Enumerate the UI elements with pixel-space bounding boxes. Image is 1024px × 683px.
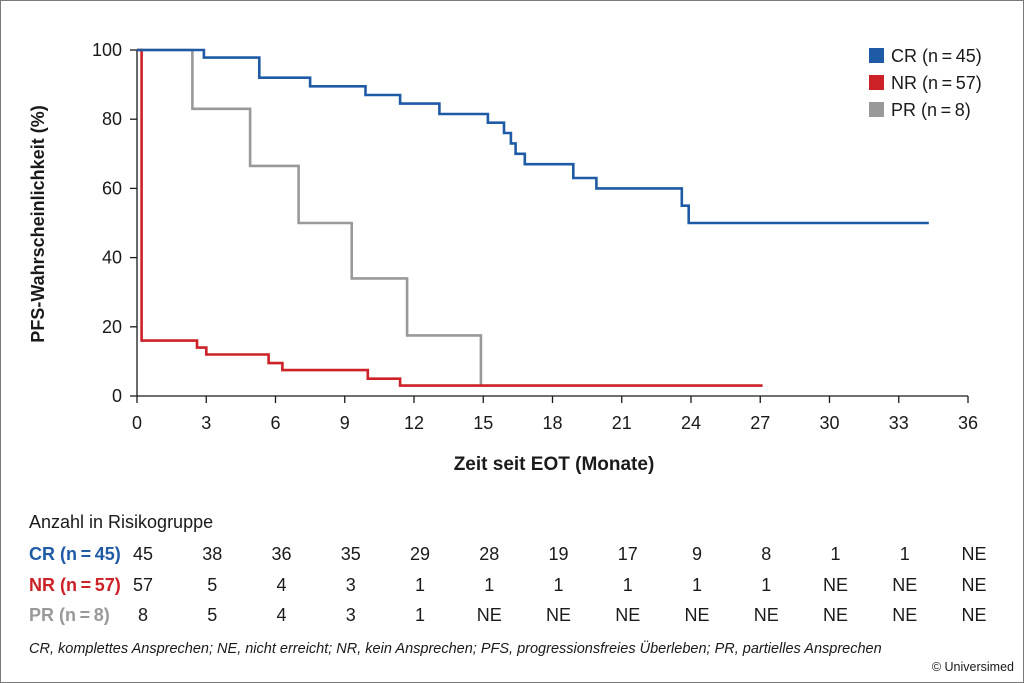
risk-cell: NE — [684, 605, 710, 625]
x-tick-label: 3 — [201, 413, 211, 433]
risk-cell: 36 — [271, 544, 292, 564]
risk-cell: 5 — [207, 605, 218, 625]
risk-cell: NE — [961, 575, 987, 595]
risk-cell: 5 — [207, 575, 218, 595]
y-tick-label: 20 — [102, 317, 122, 337]
x-tick-label: 0 — [132, 413, 142, 433]
copyright: © Universimed — [931, 660, 1014, 674]
y-tick-label: 60 — [102, 178, 122, 198]
legend-label-cr: CR (n = 45) — [891, 46, 982, 66]
x-tick-label: 36 — [958, 413, 978, 433]
x-tick-label: 15 — [473, 413, 493, 433]
risk-cell: 8 — [761, 544, 772, 564]
risk-cell: 35 — [340, 544, 361, 564]
legend: CR (n = 45) NR (n = 57) PR (n = 8) — [869, 46, 982, 120]
series-line-pr — [137, 48, 483, 386]
legend-swatch-nr — [869, 75, 884, 90]
legend-swatch-pr — [869, 102, 884, 117]
risk-cell: NE — [545, 605, 571, 625]
risk-cell: 45 — [132, 544, 154, 564]
risk-cell: 19 — [548, 544, 569, 564]
y-tick-label: 80 — [102, 109, 122, 129]
risk-cell: 1 — [414, 575, 425, 595]
risk-cell: 9 — [691, 544, 702, 564]
risk-row-label: NR (n = 57) — [29, 575, 121, 595]
risk-cell: 1 — [484, 575, 495, 595]
x-tick-label: 18 — [542, 413, 562, 433]
risk-cell: 4 — [276, 605, 287, 625]
x-tick-label: 21 — [612, 413, 632, 433]
y-tick-label: 100 — [92, 40, 122, 60]
risk-row-label: PR (n = 8) — [29, 605, 110, 625]
risk-cell: 1 — [414, 605, 425, 625]
risk-cell: NE — [822, 575, 848, 595]
risk-cell: 57 — [132, 575, 154, 595]
risk-cell: 28 — [479, 544, 500, 564]
x-axis-label: Zeit seit EOT (Monate) — [454, 454, 655, 475]
risk-cell: 1 — [691, 575, 702, 595]
risk-cell: NE — [961, 605, 987, 625]
risk-cell: NE — [753, 605, 779, 625]
series-line-nr — [137, 48, 763, 387]
risk-row-label: CR (n = 45) — [29, 544, 121, 564]
risk-cell: NE — [892, 575, 918, 595]
risk-row-pr: PR (n = 8) 8 5 4 3 1 NE NE NE NE NE NE NE NE — [0, 605, 1024, 631]
risk-cell: 3 — [345, 575, 356, 595]
y-tick-label: 0 — [112, 386, 122, 406]
risk-cell: 1 — [553, 575, 564, 595]
x-tick-label: 30 — [819, 413, 839, 433]
risk-cell: 29 — [409, 544, 431, 564]
x-tick-label: 12 — [404, 413, 424, 433]
x-tick-label: 24 — [681, 413, 701, 433]
y-axis-label: PFS-Wahrscheinlichkeit (%) — [28, 105, 48, 342]
risk-cell: 38 — [202, 544, 223, 564]
risk-cell: 17 — [617, 544, 638, 564]
y-tick-label: 40 — [102, 248, 122, 268]
risk-cell: 4 — [276, 575, 287, 595]
risk-cell: NE — [615, 605, 641, 625]
survival-curves — [137, 48, 929, 387]
x-tick-label: 27 — [750, 413, 770, 433]
legend-label-nr: NR (n = 57) — [891, 73, 982, 93]
x-tick-label: 6 — [270, 413, 280, 433]
risk-row-nr: NR (n = 57) 57 5 4 3 1 1 1 1 1 1 NE NE NE — [0, 575, 1024, 601]
risk-cell: 1 — [622, 575, 633, 595]
risk-cell: 1 — [899, 544, 910, 564]
risk-cell: 3 — [345, 605, 356, 625]
risk-cell: NE — [892, 605, 918, 625]
risk-cell: 1 — [761, 575, 772, 595]
risk-row-cr: CR (n = 45) 45 38 36 35 29 28 19 17 9 8 1 1 NE — [0, 544, 1024, 570]
risk-table-title: Anzahl in Risikogruppe — [29, 512, 214, 532]
legend-swatch-cr — [869, 48, 884, 63]
series-line-cr — [137, 48, 929, 225]
legend-label-pr: PR (n = 8) — [891, 100, 971, 120]
footnote: CR, komplettes Ansprechen; NE, nicht err… — [29, 641, 882, 657]
risk-cell: NE — [476, 605, 502, 625]
risk-cell: 8 — [137, 605, 148, 625]
risk-cell: 1 — [830, 544, 841, 564]
risk-cell: NE — [822, 605, 848, 625]
risk-cell: NE — [961, 544, 987, 564]
x-tick-label: 33 — [889, 413, 909, 433]
x-tick-label: 9 — [340, 413, 350, 433]
